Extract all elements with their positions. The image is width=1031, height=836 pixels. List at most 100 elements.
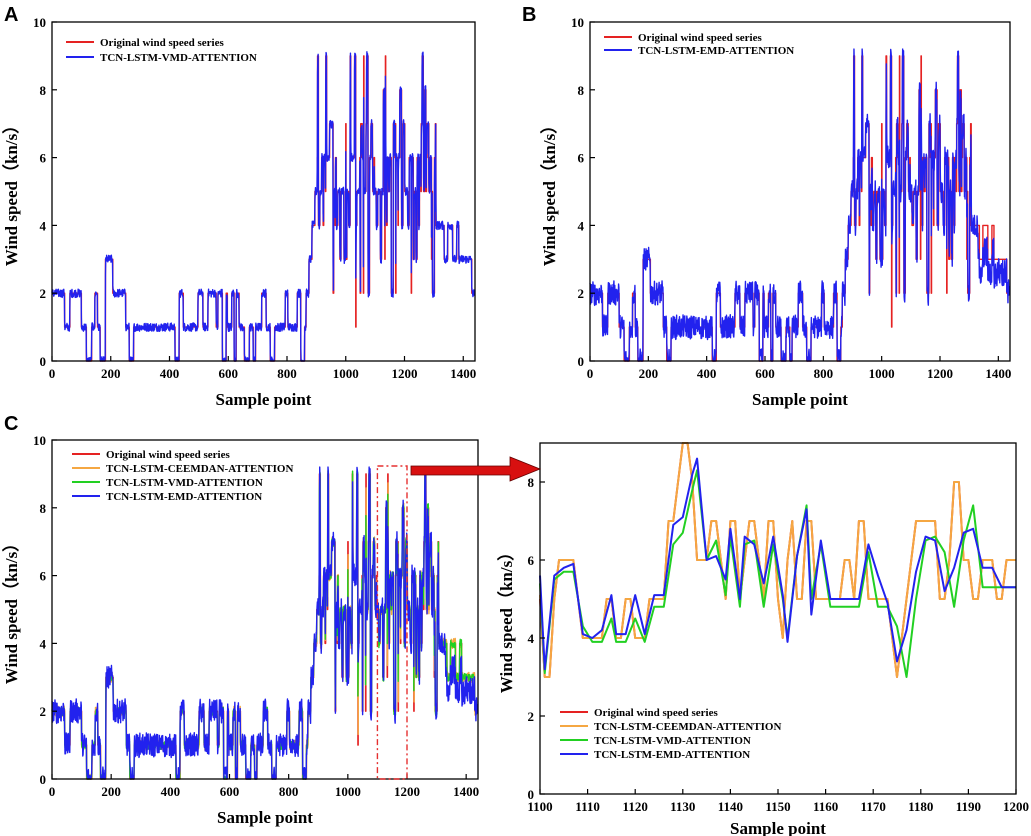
y-tick-label: 6: [40, 151, 47, 166]
legend: Original wind speed seriesTCN-LSTM-EMD-A…: [604, 32, 794, 57]
x-tick-label: 1150: [765, 799, 790, 814]
y-tick-label: 10: [33, 433, 46, 448]
legend-entry: TCN-LSTM-VMD-ATTENTION: [106, 477, 263, 489]
legend-entry: TCN-LSTM-EMD-ATTENTION: [106, 491, 262, 503]
chart-panel-c-zoom: 1100 1110 1120 1130 1140 1150 1160 1170 1180 1190…: [496, 442, 1029, 836]
x-tick-label: 1110: [575, 799, 600, 814]
series-group: [51, 466, 479, 780]
x-tick-label: 1170: [861, 799, 886, 814]
chart-panel-a: 0 200 400 600 800 1000 1200 1400 0 2 4 6 8 10 Sample p…: [1, 15, 476, 409]
x-axis-title: Sample point: [730, 819, 826, 836]
x-tick-label: 1200: [1003, 799, 1029, 814]
x-tick-label: 400: [160, 366, 180, 381]
legend-entry: TCN-LSTM-VMD-ATTENTION: [594, 735, 751, 747]
y-tick-label: 4: [528, 631, 535, 646]
plot-frame: [51, 439, 479, 780]
y-tick-label: 10: [571, 15, 584, 30]
x-tick-label: 400: [697, 366, 717, 381]
y-tick-label: 8: [40, 83, 47, 98]
series-group: [51, 51, 476, 362]
y-tick-label: 6: [578, 151, 585, 166]
x-tick-label: 1130: [670, 799, 695, 814]
plot-frame: [51, 21, 476, 362]
legend: Original wind speed series TCN-LSTM-CEEMD…: [560, 707, 781, 761]
x-tick-label: 200: [639, 366, 659, 381]
legend-entry: Original wind speed series: [594, 707, 718, 719]
y-tick-label: 6: [528, 553, 535, 568]
legend-entry: TCN-LSTM-CEEMDAN-ATTENTION: [106, 463, 293, 475]
series-line-2: [51, 51, 476, 362]
x-tick-label: 0: [49, 784, 56, 799]
x-tick-label: 1000: [333, 366, 359, 381]
x-tick-label: 200: [101, 366, 121, 381]
series-line-3: [539, 469, 1016, 678]
x-axis-title: Sample point: [217, 808, 313, 827]
panel-label-a: A: [4, 4, 18, 26]
legend-entry: TCN-LSTM-EMD-ATTENTION: [638, 45, 794, 57]
x-tick-label: 800: [279, 784, 299, 799]
series-line-4: [51, 466, 479, 780]
x-tick-label: 1160: [813, 799, 838, 814]
y-tick-label: 4: [578, 218, 585, 233]
x-tick-label: 1200: [392, 366, 418, 381]
y-tick-label: 0: [40, 772, 47, 787]
series-group: [589, 48, 1011, 362]
x-tick-label: 1000: [869, 366, 895, 381]
zoom-arrow-icon: [410, 456, 542, 482]
y-tick-label: 4: [40, 218, 47, 233]
plot-frame: [589, 21, 1011, 362]
x-tick-label: 1200: [927, 366, 953, 381]
panel-label-c: C: [4, 413, 18, 435]
x-tick-label: 0: [587, 366, 594, 381]
x-tick-label: 800: [814, 366, 834, 381]
x-tick-label: 600: [220, 784, 240, 799]
legend-entry: TCN-LSTM-CEEMDAN-ATTENTION: [594, 721, 781, 733]
legend-entry: Original wind speed series: [638, 32, 762, 44]
legend-entry: Original wind speed series: [106, 449, 230, 461]
x-tick-label: 1400: [450, 366, 476, 381]
x-tick-label: 1190: [956, 799, 981, 814]
chart-panel-c: 0 200 400 600 800 1000 1200 1400 0 2 4 6 8 10 Sample p…: [1, 433, 479, 827]
x-tick-label: 1100: [527, 799, 552, 814]
y-axis-title: Wind speed（kn/s）: [539, 117, 559, 266]
x-tick-label: 1400: [985, 366, 1011, 381]
y-axis-title: Wind speed（kn/s）: [496, 544, 516, 693]
legend: Original wind speed series TCN-LSTM-VMD-A…: [66, 37, 257, 64]
y-tick-label: 2: [528, 709, 535, 724]
y-axis-title: Wind speed（kn/s）: [1, 117, 21, 266]
series-group: [539, 442, 1016, 678]
legend-entry: TCN-LSTM-VMD-ATTENTION: [100, 52, 257, 64]
series-line-2: [589, 48, 1011, 362]
x-axis-title: Sample point: [216, 390, 312, 409]
y-tick-label: 2: [40, 704, 47, 719]
y-tick-label: 8: [528, 475, 535, 490]
legend-entry: Original wind speed series: [100, 37, 224, 49]
y-tick-label: 0: [40, 354, 47, 369]
x-tick-label: 1140: [718, 799, 743, 814]
x-tick-label: 1400: [453, 784, 479, 799]
zoom-overlay: [376, 456, 542, 780]
x-tick-label: 1000: [335, 784, 361, 799]
x-tick-label: 1180: [908, 799, 933, 814]
x-tick-label: 0: [49, 366, 56, 381]
x-axis-title: Sample point: [752, 390, 848, 409]
x-tick-label: 200: [101, 784, 121, 799]
series-line-4: [539, 457, 1016, 671]
chart-panel-b: 0 200 400 600 800 1000 1200 1400 0 2 4 6 8 10 Sample p…: [539, 15, 1011, 409]
y-tick-label: 8: [578, 83, 585, 98]
x-tick-label: 800: [277, 366, 297, 381]
zoom-region-box: [376, 465, 408, 780]
x-tick-label: 600: [755, 366, 775, 381]
y-tick-label: 2: [40, 286, 47, 301]
legend-entry: TCN-LSTM-EMD-ATTENTION: [594, 749, 750, 761]
y-axis-title: Wind speed（kn/s）: [1, 535, 21, 684]
y-tick-label: 6: [40, 569, 47, 584]
y-tick-label: 10: [33, 15, 46, 30]
panel-label-b: B: [522, 4, 536, 26]
y-tick-label: 4: [40, 636, 47, 651]
x-tick-label: 1120: [623, 799, 648, 814]
x-tick-label: 600: [219, 366, 239, 381]
y-tick-label: 0: [578, 354, 585, 369]
y-tick-label: 8: [40, 501, 47, 516]
